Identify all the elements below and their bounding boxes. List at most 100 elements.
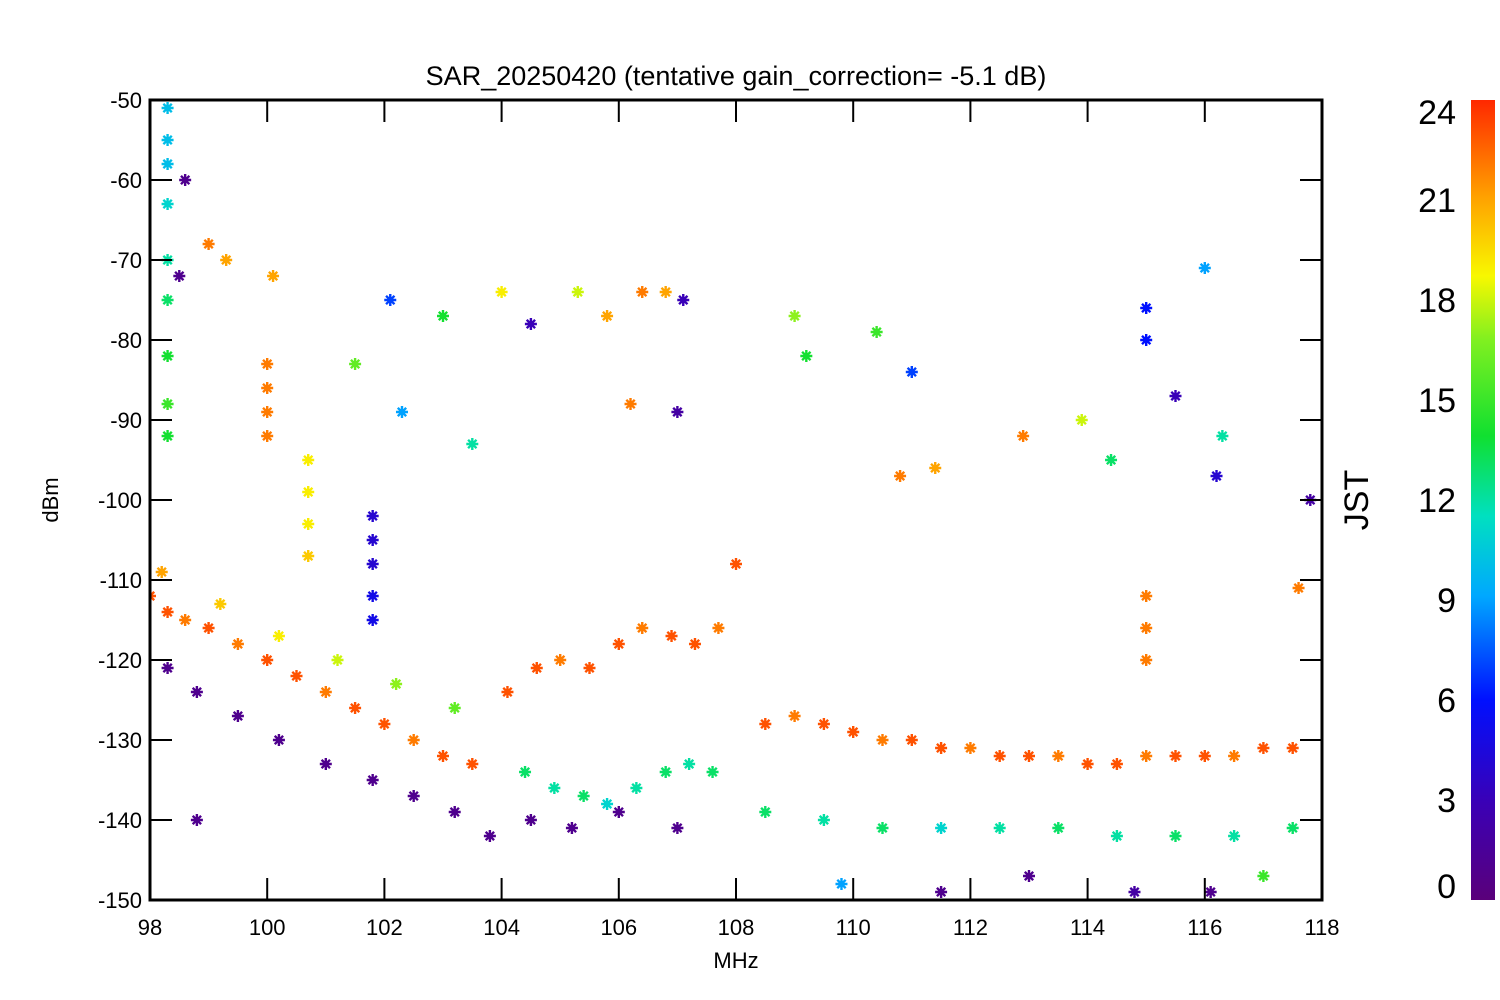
- colorbar-ticks: 0 3 6 9 12 15 18 21 24: [1418, 94, 1456, 906]
- data-point: [665, 630, 678, 642]
- data-point: [214, 598, 227, 610]
- data-point: [161, 158, 174, 170]
- data-point: [202, 622, 215, 634]
- data-point: [636, 622, 649, 634]
- y-tick-label: -110: [100, 568, 142, 593]
- data-point: [929, 462, 942, 474]
- data-point: [1228, 750, 1241, 762]
- data-point: [202, 238, 215, 250]
- data-point: [788, 310, 801, 322]
- data-point: [530, 662, 543, 674]
- data-point: [495, 286, 508, 298]
- data-point: [290, 670, 303, 682]
- data-point: [577, 790, 590, 802]
- y-tick-label: -90: [110, 408, 142, 433]
- data-point: [993, 750, 1006, 762]
- x-tick-label: 112: [953, 915, 988, 940]
- data-point: [964, 742, 977, 754]
- data-point: [565, 822, 578, 834]
- data-point: [1023, 870, 1035, 882]
- data-point: [466, 438, 479, 450]
- x-axis-ticks: 98 100 102 104 106 108 110 112 114 116 118: [138, 100, 1340, 940]
- data-point: [659, 766, 672, 778]
- data-point: [1140, 334, 1153, 346]
- x-tick-label: 104: [483, 915, 520, 940]
- data-point: [905, 366, 918, 378]
- data-point: [1198, 262, 1211, 274]
- data-point: [302, 518, 315, 530]
- data-point: [190, 814, 203, 826]
- data-point: [1052, 750, 1065, 762]
- data-point: [161, 398, 174, 410]
- data-point: [1110, 830, 1123, 842]
- y-axis-ticks: -150 -140 -130 -120 -110 -100 -90 -80 -70 -60 -50: [98, 88, 1322, 913]
- data-point: [817, 718, 830, 730]
- data-point: [483, 830, 496, 842]
- x-tick-label: 108: [718, 915, 755, 940]
- data-point: [1075, 414, 1088, 426]
- data-point: [630, 782, 643, 794]
- data-point: [612, 806, 625, 818]
- x-tick-label: 100: [249, 915, 286, 940]
- data-point: [466, 758, 479, 770]
- data-point: [261, 430, 274, 442]
- data-point: [155, 566, 168, 578]
- colorbar-tick-label: 0: [1437, 868, 1456, 906]
- data-point: [1286, 822, 1299, 834]
- data-point: [161, 134, 174, 146]
- data-point: [161, 102, 174, 114]
- data-point: [1286, 742, 1299, 754]
- data-point: [1204, 886, 1217, 898]
- data-point: [161, 430, 174, 442]
- data-point: [437, 750, 449, 762]
- colorbar-label: JST: [1338, 470, 1376, 530]
- data-point: [935, 886, 948, 898]
- data-point: [161, 662, 174, 674]
- data-point: [190, 686, 203, 698]
- data-point: [161, 198, 174, 210]
- colorbar: [1471, 100, 1495, 900]
- data-point: [993, 822, 1006, 834]
- data-point: [261, 382, 274, 394]
- data-point: [612, 638, 625, 650]
- data-point: [1110, 758, 1123, 770]
- chart-title: SAR_20250420 (tentative gain_correction=…: [426, 61, 1047, 91]
- data-point: [1140, 590, 1153, 602]
- data-point: [366, 558, 379, 570]
- y-axis-label: dBm: [38, 477, 63, 522]
- colorbar-tick-label: 24: [1418, 94, 1456, 132]
- y-tick-label: -50: [110, 88, 142, 113]
- data-point: [1140, 750, 1153, 762]
- colorbar-tick-label: 21: [1418, 182, 1456, 220]
- data-point: [1210, 470, 1223, 482]
- colorbar-tick-label: 18: [1418, 282, 1456, 320]
- colorbar-tick-label: 9: [1437, 582, 1456, 620]
- data-point: [1140, 622, 1153, 634]
- data-point: [1023, 750, 1035, 762]
- data-point: [302, 486, 315, 498]
- data-point: [261, 654, 274, 666]
- data-point: [161, 350, 174, 362]
- data-point: [583, 662, 596, 674]
- data-point: [659, 286, 672, 298]
- data-point: [835, 878, 848, 890]
- data-point: [876, 734, 889, 746]
- colorbar-tick-label: 15: [1418, 382, 1456, 420]
- data-point: [847, 726, 860, 738]
- data-point: [548, 782, 561, 794]
- data-point: [894, 470, 907, 482]
- data-point: [730, 558, 742, 570]
- data-point: [407, 734, 420, 746]
- data-point: [1257, 742, 1270, 754]
- x-tick-label: 98: [138, 915, 162, 940]
- data-point: [524, 318, 537, 330]
- y-tick-label: -80: [110, 328, 142, 353]
- data-point: [179, 174, 192, 186]
- y-tick-label: -70: [110, 248, 142, 273]
- plot-frame: [148, 98, 1324, 902]
- data-point: [1169, 390, 1182, 402]
- y-tick-label: -150: [98, 888, 142, 913]
- data-point: [519, 766, 532, 778]
- data-point: [173, 270, 186, 282]
- data-point: [601, 798, 614, 810]
